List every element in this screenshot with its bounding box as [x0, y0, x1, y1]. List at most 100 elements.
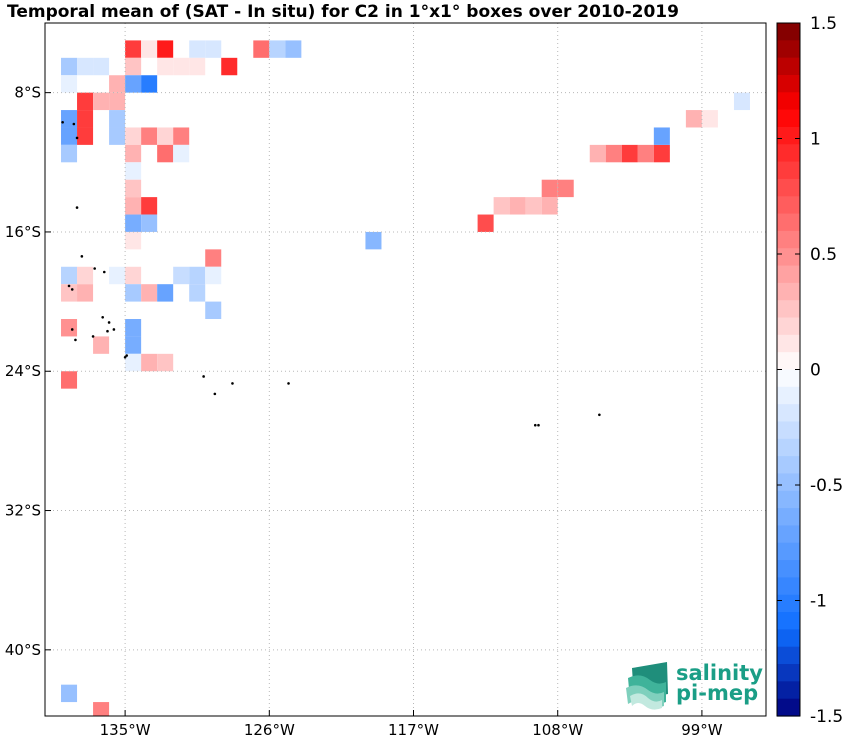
colorbar-segment: [777, 698, 800, 717]
y-tick-label: 16°S: [5, 223, 41, 241]
colorbar-segment: [777, 386, 800, 405]
heatmap-cell: [61, 144, 78, 163]
heatmap-cell: [557, 179, 574, 198]
colorbar-tick-label: -1.5: [810, 707, 843, 727]
colorbar-tick-label: 1.5: [810, 14, 837, 34]
colorbar-segment: [777, 612, 800, 630]
colorbar-segment: [777, 438, 800, 457]
gridlines: [45, 23, 766, 716]
heatmap-cell: [541, 197, 558, 215]
colorbar-tick-label: 0.5: [810, 245, 837, 265]
island-dot: [93, 267, 96, 270]
heatmap-cell: [205, 40, 222, 58]
heatmap-cell: [125, 144, 142, 163]
x-tick-label: 117°W: [388, 721, 439, 739]
salinity-pi-mep-logo: salinity pi-mep: [626, 661, 763, 710]
heatmap-cell: [141, 284, 158, 302]
heatmap-cell: [173, 57, 190, 76]
heatmap-cell: [493, 197, 510, 215]
heatmap-cell: [125, 179, 142, 198]
heatmap-cell: [125, 75, 142, 93]
heatmap-cell: [109, 266, 126, 285]
heatmap-cell: [77, 266, 94, 285]
heatmap-cell: [509, 197, 526, 215]
heatmap-cell: [221, 57, 238, 76]
heatmap-cell: [157, 127, 174, 145]
heatmap-cell: [189, 40, 206, 58]
x-tick-label: 126°W: [244, 721, 295, 739]
island-dot: [112, 328, 116, 331]
colorbar-segment: [777, 629, 800, 648]
island-dot: [202, 375, 205, 378]
colorbar-segment: [777, 248, 800, 267]
heatmap-cell: [157, 57, 174, 76]
colorbar-segment: [777, 421, 800, 440]
heatmap-cell: [93, 702, 110, 716]
colorbar-segment: [777, 577, 800, 596]
heatmap-cell: [189, 57, 206, 76]
heatmap-cell: [541, 179, 558, 198]
heatmap-cell: [125, 266, 142, 285]
heatmap-cell: [125, 40, 142, 58]
heatmap-cell: [141, 127, 158, 145]
colorbar-segment: [777, 646, 800, 665]
heatmap-cell: [285, 40, 302, 58]
island-dot: [123, 356, 127, 359]
island-dot: [75, 136, 79, 140]
colorbar-segment: [777, 456, 800, 475]
heatmap-cell: [61, 371, 78, 389]
colorbar-segment: [777, 473, 800, 492]
heatmap-cell: [125, 127, 142, 145]
heatmap-cell: [109, 127, 126, 145]
colorbar-segment: [777, 681, 800, 700]
heatmap-cell: [701, 110, 718, 128]
x-tick-label: 99°W: [681, 721, 723, 739]
logo-text-pi-mep: pi-mep: [676, 681, 758, 705]
heatmap-cell: [93, 57, 110, 76]
colorbar-segment: [777, 265, 800, 284]
heatmap-cell: [125, 353, 142, 372]
y-tick-label: 8°S: [14, 84, 41, 102]
colorbar-segment: [777, 352, 800, 371]
island-dot: [125, 354, 129, 357]
island-dot: [107, 321, 111, 324]
colorbar-segment: [777, 508, 800, 527]
heatmap-cell: [157, 144, 174, 163]
island-dot: [598, 413, 601, 417]
heatmap-cell: [125, 319, 142, 337]
colorbar-segment: [777, 594, 800, 613]
chart-title: Temporal mean of (SAT - In situ) for C2 …: [7, 2, 679, 22]
heatmap-cell: [173, 127, 190, 145]
heatmap-cell: [637, 144, 654, 163]
colorbar-segment: [777, 144, 800, 163]
heatmap-cell: [61, 75, 78, 93]
heatmap-cell: [61, 684, 78, 703]
logo-text-salinity: salinity: [676, 661, 763, 685]
heatmap-cell: [125, 57, 142, 76]
heatmap-cell: [125, 162, 142, 180]
heatmap-cell: [141, 353, 158, 372]
colorbar-segment: [777, 317, 800, 336]
heatmap-cell: [733, 92, 750, 111]
heatmap-cell: [653, 127, 670, 145]
heatmap-cell: [173, 266, 190, 285]
colorbar-segment: [777, 369, 800, 388]
island-dot: [213, 392, 217, 396]
island-dot: [537, 423, 540, 427]
colorbar-segment: [777, 404, 800, 423]
heatmap-cell: [189, 284, 206, 302]
island-dot: [61, 120, 64, 124]
islands: [61, 120, 601, 427]
colorbar-segment: [777, 230, 800, 249]
colorbar-segment: [777, 196, 800, 215]
y-axis: 8°S 16°S 24°S 32°S 40°S: [5, 84, 51, 659]
island-dot: [67, 284, 71, 288]
colorbar-tick-label: 1: [810, 130, 821, 150]
heatmap-cells: [61, 40, 750, 716]
y-tick-label: 24°S: [5, 362, 41, 380]
colorbar-segment: [777, 213, 800, 232]
heatmap-cell: [141, 40, 158, 58]
heatmap-cell: [125, 231, 142, 250]
island-dot: [91, 335, 95, 338]
colorbar-segment: [777, 109, 800, 128]
